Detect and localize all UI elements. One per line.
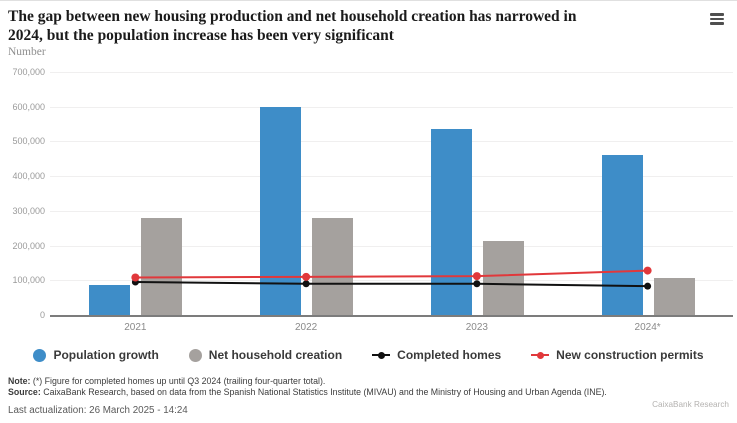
y-tick-label: 100,000	[12, 275, 45, 286]
y-axis: 0 100,000 200,000 300,000 400,000 500,000 600,…	[0, 67, 45, 320]
bar-net-household-creation-2023[interactable]	[482, 241, 524, 315]
page-title: The gap between new housing production a…	[8, 8, 698, 45]
last-update-text: Last actualization: 26 March 2025 - 14:2…	[8, 405, 188, 416]
x-tick-label-2022: 2022	[295, 322, 318, 333]
menu-bar	[710, 13, 724, 16]
bar-net-household-creation-2021[interactable]	[141, 217, 183, 315]
point-new-construction-permits-2023[interactable]	[472, 272, 481, 281]
gridline	[50, 106, 733, 108]
y-tick-label: 600,000	[12, 101, 45, 112]
bar-population-growth-2024[interactable]	[601, 155, 643, 315]
gridline	[50, 280, 733, 282]
bar-net-household-creation-2022[interactable]	[312, 217, 354, 315]
point-completed-homes-2022[interactable]	[302, 280, 310, 288]
note-line: Note: (*) Figure for completed homes up …	[8, 376, 607, 387]
x-tick-label-2021: 2021	[124, 322, 147, 333]
legend-swatch-new-construction-permits-icon	[531, 351, 550, 360]
note-label: Note:	[8, 376, 31, 386]
menu-icon[interactable]	[710, 13, 724, 25]
source-text: CaixaBank Research, based on data from t…	[40, 387, 607, 398]
y-tick-label: 500,000	[12, 136, 45, 147]
point-completed-homes-2023[interactable]	[473, 280, 481, 288]
menu-bar	[710, 17, 724, 21]
legend-swatch-population-growth-icon	[33, 348, 47, 362]
legend-label: New construction permits	[556, 348, 704, 362]
y-tick-label: 400,000	[12, 171, 45, 182]
line-completed-homes	[135, 281, 648, 288]
y-tick-label: 300,000	[12, 205, 45, 216]
y-tick-label: 700,000	[12, 67, 45, 77]
point-new-construction-permits-2024[interactable]	[643, 266, 652, 275]
bar-population-growth-2022[interactable]	[260, 106, 302, 315]
legend-label: Population growth	[53, 348, 159, 362]
source-label: Source:	[8, 387, 41, 398]
legend-label: Net household creation	[208, 348, 343, 362]
gridline	[50, 141, 733, 143]
y-tick-label: 0	[39, 310, 45, 320]
brand-watermark: CaixaBank Research	[652, 400, 729, 409]
note-text: (*) Figure for completed homes up until …	[30, 376, 326, 386]
bar-population-growth-2021[interactable]	[89, 285, 131, 315]
gridline	[50, 176, 733, 178]
legend-label: Completed homes	[397, 348, 502, 362]
point-new-construction-permits-2021[interactable]	[131, 273, 140, 282]
plot-area: 2021 2022 2023 2024*	[50, 72, 733, 333]
y-tick-label: 200,000	[12, 240, 45, 251]
x-tick-label-2023: 2023	[465, 322, 488, 333]
point-completed-homes-2024[interactable]	[644, 282, 652, 290]
line-series-layer	[131, 266, 652, 290]
page-title-line1: The gap between new housing production a…	[8, 8, 577, 25]
gridline	[50, 72, 733, 73]
page-title-line2: 2024, but the population increase has be…	[8, 26, 394, 44]
x-tick-label-2024: 2024*	[634, 322, 661, 333]
line-new-construction-permits	[135, 269, 648, 279]
y-axis-unit-label: Number	[8, 46, 46, 58]
footnotes: Note: (*) Figure for completed homes up …	[8, 376, 607, 399]
legend-swatch-completed-homes-icon	[372, 351, 391, 360]
legend-item-net-household-creation[interactable]: Net household creation	[188, 348, 343, 362]
legend-item-new-construction-permits[interactable]: New construction permits	[531, 348, 704, 362]
legend: Population growth Net household creation…	[0, 345, 737, 365]
menu-bar	[710, 22, 724, 25]
point-new-construction-permits-2022[interactable]	[302, 272, 311, 281]
legend-item-completed-homes[interactable]: Completed homes	[372, 348, 501, 362]
legend-item-population-growth[interactable]: Population growth	[33, 348, 159, 362]
source-line: Source: CaixaBank Research, based on dat…	[8, 387, 607, 398]
bar-net-household-creation-2024[interactable]	[653, 277, 695, 315]
x-axis-line	[50, 315, 733, 317]
gridline	[50, 245, 733, 247]
legend-swatch-net-household-creation-icon	[188, 348, 202, 362]
gridline	[50, 210, 733, 212]
